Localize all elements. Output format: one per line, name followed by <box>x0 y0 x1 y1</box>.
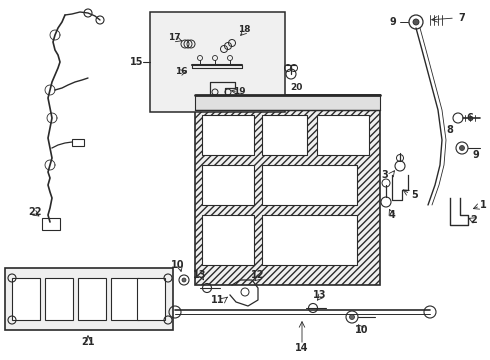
Text: 19: 19 <box>233 87 246 96</box>
Bar <box>262 165 357 205</box>
Bar <box>72 139 84 146</box>
Text: 16: 16 <box>175 68 188 77</box>
Text: 6: 6 <box>466 113 473 123</box>
Bar <box>111 278 139 320</box>
Circle shape <box>349 315 354 320</box>
Text: 10: 10 <box>171 260 185 270</box>
Text: 9: 9 <box>389 17 396 27</box>
Text: 10: 10 <box>355 325 369 335</box>
Circle shape <box>460 145 465 150</box>
Bar <box>262 215 357 265</box>
Bar <box>137 278 165 320</box>
Text: 5: 5 <box>412 190 418 200</box>
Bar <box>195 95 380 110</box>
Bar <box>5 268 173 330</box>
Bar <box>195 95 380 285</box>
Text: 8: 8 <box>446 125 453 135</box>
Text: 15: 15 <box>130 57 144 67</box>
Bar <box>12 278 40 320</box>
Text: 13: 13 <box>313 290 327 300</box>
Text: 14: 14 <box>295 343 309 353</box>
Bar <box>202 215 254 265</box>
Bar <box>202 115 254 155</box>
Bar <box>202 165 254 205</box>
Text: 1: 1 <box>480 200 487 210</box>
Text: 22: 22 <box>28 207 42 217</box>
Text: 21: 21 <box>81 337 95 347</box>
Text: 4: 4 <box>389 210 395 220</box>
Text: 13: 13 <box>193 270 207 280</box>
Bar <box>42 218 60 230</box>
Bar <box>262 115 307 155</box>
Text: 7: 7 <box>459 13 466 23</box>
Text: 11: 11 <box>211 295 225 305</box>
Text: 12: 12 <box>251 270 265 280</box>
Bar <box>317 115 369 155</box>
Text: 20: 20 <box>290 84 302 93</box>
Text: 9: 9 <box>473 150 479 160</box>
Bar <box>78 278 106 320</box>
Bar <box>150 12 285 112</box>
Text: 18: 18 <box>239 26 251 35</box>
Circle shape <box>413 19 419 25</box>
Circle shape <box>182 278 186 282</box>
Text: 2: 2 <box>470 215 477 225</box>
Bar <box>45 278 73 320</box>
Text: 17: 17 <box>168 33 181 42</box>
Text: 3: 3 <box>381 170 388 180</box>
